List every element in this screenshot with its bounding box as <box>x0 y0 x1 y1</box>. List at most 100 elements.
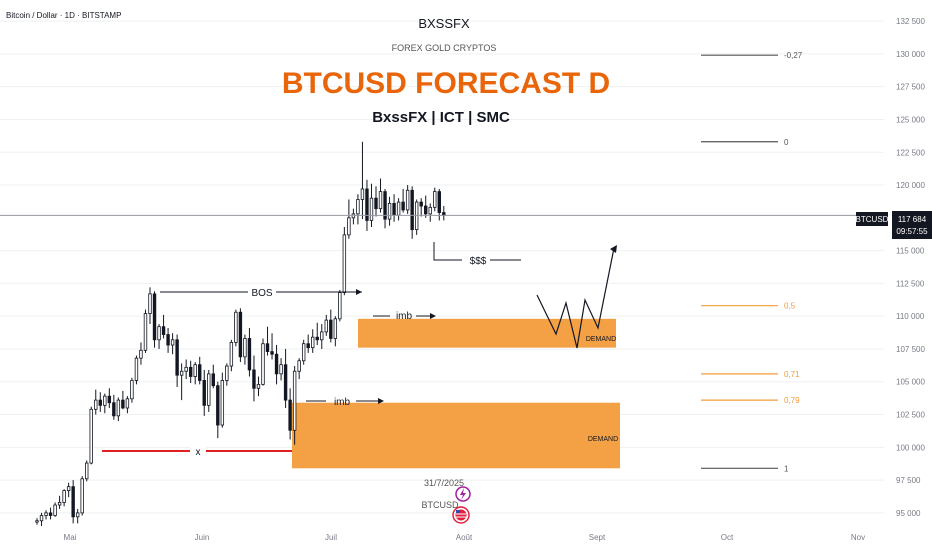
candle[interactable] <box>130 377 134 403</box>
candle[interactable] <box>39 512 44 526</box>
candle[interactable] <box>175 334 179 387</box>
candle[interactable] <box>419 198 423 217</box>
time-axis[interactable]: Mai Juin Juil Août Sept Oct Nov <box>64 533 866 542</box>
candle[interactable] <box>211 364 215 389</box>
candle[interactable] <box>401 188 405 213</box>
candle[interactable] <box>265 326 270 356</box>
candle[interactable] <box>116 397 121 422</box>
candle[interactable] <box>274 345 279 385</box>
candle[interactable] <box>161 314 166 339</box>
candle[interactable] <box>107 388 112 408</box>
candle[interactable] <box>270 333 274 360</box>
candle-body <box>405 189 410 211</box>
candle[interactable] <box>383 188 387 229</box>
candle[interactable] <box>297 358 301 380</box>
candle[interactable] <box>238 308 243 363</box>
fibonacci-levels[interactable]: -0,27 0 0,5 0,71 0,79 1 <box>701 51 803 473</box>
candle[interactable] <box>424 195 428 218</box>
candle[interactable] <box>428 203 432 222</box>
candle[interactable] <box>44 510 48 520</box>
price-axis[interactable]: 132 500 130 000 127 500 125 000 122 500 120 0… <box>896 17 925 518</box>
candle[interactable] <box>387 196 392 226</box>
demand-zone[interactable] <box>292 402 620 469</box>
candle[interactable] <box>414 199 419 235</box>
candle[interactable] <box>148 287 152 325</box>
candle[interactable] <box>229 339 234 372</box>
event-markers[interactable]: 31/7/2025 BTCUSD <box>421 478 471 524</box>
candle[interactable] <box>374 186 378 217</box>
candle[interactable] <box>247 327 252 377</box>
candle[interactable] <box>234 309 238 347</box>
candle[interactable] <box>35 518 39 525</box>
candle[interactable] <box>288 388 292 440</box>
candle[interactable] <box>252 355 256 402</box>
candle[interactable] <box>139 342 143 365</box>
candle[interactable] <box>112 394 116 420</box>
candle[interactable] <box>365 179 369 231</box>
candle[interactable] <box>301 339 306 365</box>
candle[interactable] <box>170 333 175 355</box>
candle[interactable] <box>283 348 288 408</box>
candle[interactable] <box>342 227 347 296</box>
candle[interactable] <box>103 393 107 414</box>
candle[interactable] <box>198 356 202 385</box>
candle[interactable] <box>292 366 297 445</box>
candle[interactable] <box>188 360 193 384</box>
candle[interactable] <box>306 334 310 353</box>
candle[interactable] <box>243 334 247 365</box>
candle-body <box>112 402 116 417</box>
candle[interactable] <box>89 406 93 465</box>
candle[interactable] <box>369 183 374 228</box>
candle[interactable] <box>98 392 102 412</box>
candle[interactable] <box>256 376 261 397</box>
candle[interactable] <box>225 363 229 386</box>
candle[interactable] <box>193 362 197 385</box>
candle[interactable] <box>62 489 66 507</box>
candle[interactable] <box>333 316 338 347</box>
candle[interactable] <box>157 324 161 349</box>
candle[interactable] <box>179 363 184 401</box>
candle[interactable] <box>261 338 265 386</box>
candle[interactable] <box>360 141 365 220</box>
candle-body <box>288 399 292 431</box>
candle[interactable] <box>279 358 283 381</box>
candle[interactable] <box>94 389 98 415</box>
candle[interactable] <box>311 329 315 353</box>
candle[interactable] <box>57 495 62 509</box>
candle[interactable] <box>378 178 383 213</box>
candle[interactable] <box>75 508 80 524</box>
candle[interactable] <box>405 185 410 214</box>
candle[interactable] <box>134 355 139 385</box>
candle[interactable] <box>166 327 170 353</box>
candle[interactable] <box>152 291 157 348</box>
candle[interactable] <box>48 507 53 520</box>
candle[interactable] <box>125 396 130 414</box>
candle[interactable] <box>338 289 342 322</box>
candle[interactable] <box>324 314 328 336</box>
candle[interactable] <box>121 390 125 410</box>
candle[interactable] <box>356 194 360 225</box>
candle[interactable] <box>202 369 206 416</box>
candle[interactable] <box>80 476 84 516</box>
candle[interactable] <box>207 369 211 412</box>
candle[interactable] <box>220 372 225 428</box>
candle[interactable] <box>53 502 57 517</box>
candle[interactable] <box>410 186 414 239</box>
candle-body <box>396 201 401 216</box>
candle[interactable] <box>143 309 148 353</box>
candle[interactable] <box>85 460 89 482</box>
candle[interactable] <box>347 199 351 239</box>
candle[interactable] <box>184 359 188 380</box>
symbol-info[interactable]: Bitcoin / Dollar · 1D · BITSTAMP <box>6 11 121 20</box>
candle[interactable] <box>71 480 75 524</box>
candle[interactable] <box>329 309 333 343</box>
candle[interactable] <box>433 187 437 212</box>
candle[interactable] <box>216 381 220 439</box>
candle[interactable] <box>315 322 319 346</box>
candle-body <box>220 380 225 426</box>
candles[interactable] <box>35 141 446 526</box>
candle[interactable] <box>66 482 71 498</box>
candle[interactable] <box>320 324 324 349</box>
projection-path[interactable] <box>536 247 615 349</box>
